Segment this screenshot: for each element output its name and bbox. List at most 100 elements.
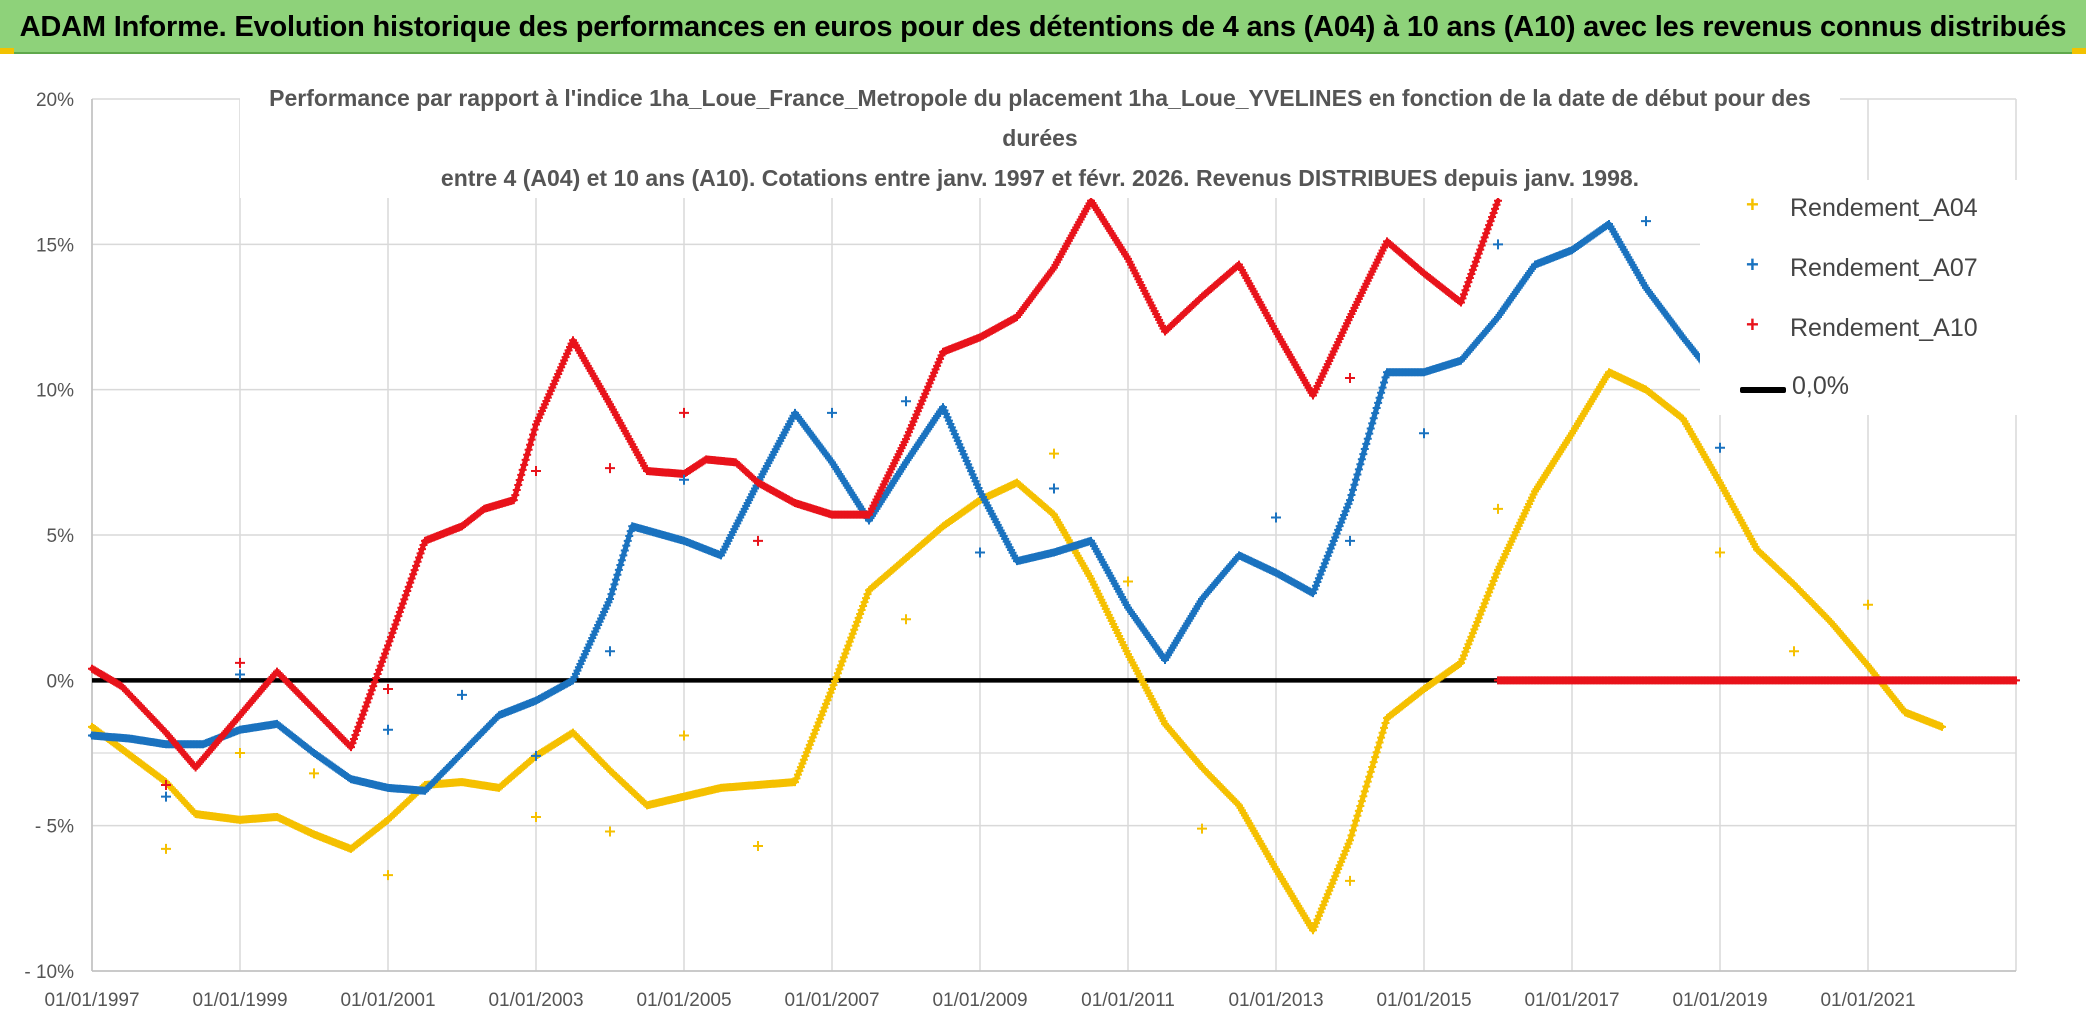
data-point-rendement-a10: [1459, 290, 1468, 299]
outlier-point-rendement-a10: [161, 779, 171, 790]
data-point-rendement-a04: [829, 681, 838, 690]
data-point-rendement-a10: [407, 574, 416, 583]
data-point-rendement-a10: [418, 545, 427, 554]
data-point-rendement-a10: [1464, 278, 1473, 287]
data-point-rendement-a07: [1353, 470, 1362, 479]
data-point-rendement-a04: [1473, 617, 1482, 626]
data-point-rendement-a07: [1343, 503, 1352, 512]
data-point-rendement-a10: [1477, 241, 1486, 250]
outlier-point-rendement-a04: [1197, 823, 1207, 834]
data-point-rendement-a04: [792, 774, 801, 783]
data-point-rendement-a10: [1485, 221, 1494, 230]
data-point-rendement-a04: [799, 755, 808, 764]
outlier-point-rendement-a07: [531, 750, 541, 761]
data-point-rendement-a04: [791, 778, 799, 787]
data-point-rendement-a04: [842, 645, 851, 654]
outlier-point-rendement-a04: [1789, 646, 1799, 657]
data-point-rendement-a07: [1313, 577, 1322, 586]
data-point-rendement-a04: [1476, 610, 1485, 619]
corner-marker-left: [0, 48, 14, 54]
data-point-rendement-a10: [1465, 274, 1474, 283]
data-point-rendement-a07: [1366, 424, 1375, 433]
data-point-rendement-a10: [381, 649, 390, 658]
x-tick-label: 01/01/2003: [488, 990, 583, 1011]
data-point-rendement-a07: [608, 585, 617, 594]
data-point-rendement-a07: [614, 565, 623, 574]
data-point-rendement-a07: [1329, 537, 1338, 546]
y-tick-label: 0%: [47, 671, 75, 692]
data-point-rendement-a10: [1488, 213, 1497, 222]
y-tick-label: - 5%: [35, 817, 74, 838]
outlier-point-rendement-a04: [383, 870, 393, 881]
data-point-rendement-a04: [825, 692, 834, 701]
data-point-rendement-a10: [521, 455, 530, 464]
data-point-rendement-a10: [351, 730, 360, 739]
data-point-rendement-a10: [520, 460, 529, 469]
data-point-rendement-a10: [409, 570, 418, 579]
data-point-rendement-a04: [838, 657, 847, 666]
data-point-rendement-a04: [1482, 595, 1491, 604]
data-point-rendement-a04: [1486, 584, 1495, 593]
data-point-rendement-a10: [349, 735, 358, 744]
page-title: ADAM Informe. Evolution historique des p…: [0, 0, 2086, 54]
data-point-rendement-a10: [511, 491, 520, 500]
chart-title-line-2: durées: [1002, 125, 1078, 151]
data-point-rendement-a07: [1331, 533, 1340, 542]
data-point-rendement-a04: [1377, 733, 1386, 742]
data-point-rendement-a04: [1354, 806, 1363, 815]
data-point-rendement-a04: [1480, 599, 1489, 608]
data-point-rendement-a10: [355, 718, 364, 727]
data-point-rendement-a10: [404, 582, 413, 591]
data-point-rendement-a10: [512, 486, 521, 495]
data-point-rendement-a10: [364, 694, 373, 703]
data-point-rendement-a10: [370, 678, 379, 687]
outliers-rendement-a07: [161, 216, 1725, 802]
data-point-rendement-a07: [1351, 475, 1360, 484]
data-point-rendement-a07: [1311, 581, 1320, 590]
data-point-rendement-a07: [1368, 419, 1377, 428]
data-point-rendement-a04: [1372, 748, 1381, 757]
data-point-rendement-a04: [1362, 782, 1371, 791]
data-point-rendement-a10: [398, 599, 407, 608]
outlier-point-rendement-a07: [235, 669, 245, 680]
data-point-rendement-a10: [376, 661, 385, 670]
data-point-rendement-a04: [862, 594, 871, 603]
outlier-point-rendement-a04: [235, 748, 245, 758]
legend-label-zero: 0,0%: [1792, 372, 1849, 400]
data-point-rendement-a10: [372, 674, 381, 683]
data-point-rendement-a04: [1353, 811, 1362, 820]
data-point-rendement-a07: [1357, 455, 1366, 464]
x-tick-label: 01/01/2001: [340, 990, 435, 1011]
data-point-rendement-a10: [347, 743, 355, 752]
data-point-rendement-a07: [617, 556, 626, 565]
data-point-rendement-a10: [1458, 294, 1467, 303]
data-point-rendement-a07: [1369, 414, 1378, 423]
data-point-rendement-a07: [1378, 383, 1387, 392]
data-point-rendement-a10: [363, 698, 372, 707]
data-point-rendement-a10: [415, 553, 424, 562]
outlier-point-rendement-a04: [309, 768, 319, 779]
data-point-rendement-a04: [802, 748, 811, 757]
legend-entry-zero: 0,0%: [1700, 368, 2020, 408]
outlier-point-rendement-a07: [1049, 483, 1059, 494]
data-point-rendement-a07: [1346, 496, 1354, 505]
data-point-rendement-a04: [1458, 655, 1467, 664]
data-point-rendement-a07: [1380, 378, 1389, 387]
data-point-rendement-a04: [1455, 659, 1464, 668]
legend-entry-a04: + Rendement_A04: [1700, 190, 2020, 230]
outlier-point-rendement-a10: [235, 657, 245, 668]
data-point-rendement-a04: [823, 696, 832, 705]
data-point-rendement-a04: [1491, 573, 1500, 582]
data-point-rendement-a04: [810, 729, 819, 738]
data-point-rendement-a04: [844, 641, 853, 650]
y-tick-label: 5%: [47, 526, 75, 547]
data-point-rendement-a07: [1365, 429, 1374, 438]
data-point-rendement-a10: [401, 591, 410, 600]
data-point-rendement-a07: [1354, 465, 1363, 474]
chart-series-layer: [88, 196, 2020, 935]
data-point-rendement-a10: [416, 549, 425, 558]
data-point-rendement-a07: [1319, 563, 1328, 572]
data-point-rendement-a04: [828, 685, 836, 694]
data-point-rendement-a10: [2012, 676, 2020, 685]
